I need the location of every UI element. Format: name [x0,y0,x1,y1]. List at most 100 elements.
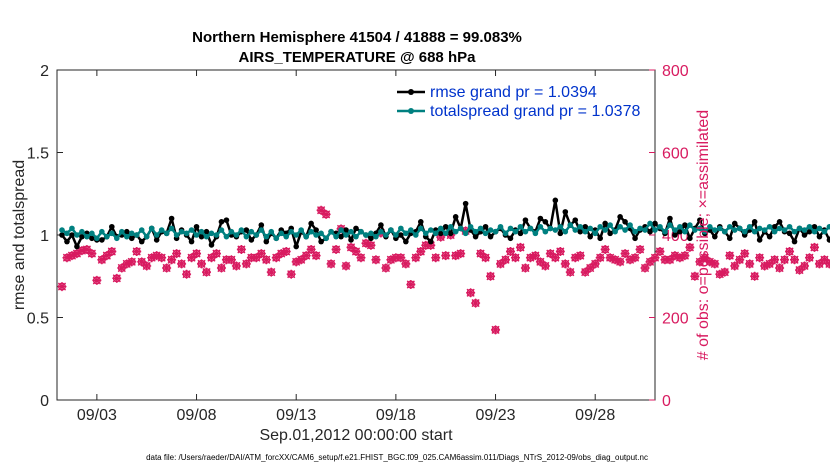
spread-point [716,225,723,232]
obs-point [496,259,506,269]
spread-point [791,228,798,235]
spread-point [408,227,414,233]
obs-point [486,271,496,281]
spread-point [313,232,319,238]
spread-point [667,222,673,228]
spread-point [432,230,439,237]
obs-point [226,255,236,265]
obs-point [231,261,241,271]
rmse-point [353,225,359,232]
rmse-point [248,237,255,243]
spread-point [746,223,753,230]
obs-point [311,251,321,261]
obs-point [142,261,152,271]
obs-point [326,259,336,269]
spread-point [74,232,80,238]
obs-point [520,263,530,273]
spread-point [467,223,474,230]
spread-point [672,227,678,233]
spread-point [557,223,564,230]
spread-point [143,233,150,240]
obs-point [665,255,675,265]
x-tick-label: 09/13 [276,407,316,424]
spread-point [173,232,180,238]
rmse-point [712,233,718,240]
spread-point [298,227,304,233]
spread-point [243,233,250,240]
obs-point [396,253,406,263]
x-tick-label: 09/18 [376,407,416,424]
y-right-tick-label: 800 [662,63,689,80]
obs-point [112,273,122,283]
spread-point [632,228,638,235]
spread-point [118,228,125,235]
rmse-point [89,235,95,242]
spread-point [94,235,100,242]
spread-point [721,228,728,235]
rmse-point [442,223,449,230]
obs-point [236,244,246,254]
rmse-point [193,223,200,230]
obs-point [92,275,102,285]
rmse-point [99,237,105,243]
obs-point [501,255,510,265]
obs-point [824,259,830,269]
rmse-point [632,235,638,242]
spread-point [801,227,808,233]
obs-point [132,247,142,256]
rmse-point [223,217,230,223]
spread-point [268,228,275,235]
spread-point [637,225,643,232]
spread-point [826,223,830,230]
x-tick-label: 09/03 [77,407,117,424]
obs-point [82,244,92,254]
spread-point [388,227,394,233]
spread-point [607,222,613,228]
rmse-point [348,237,354,243]
spread-point [542,228,549,235]
obs-point [765,259,775,269]
spread-point [89,230,95,237]
obs-point [575,251,585,261]
obs-point [780,255,790,265]
obs-point [371,255,381,265]
rmse-point [806,228,813,235]
obs-point [580,267,590,277]
spread-point [707,223,713,230]
obs-point [241,259,251,269]
obs-point [271,253,281,263]
data-file-footnote: data file: /Users/raeder/DAI/ATM_forcXX/… [146,453,648,462]
obs-point [456,249,466,259]
spread-point [218,227,225,233]
obs-point [366,240,376,250]
obs-point [595,253,605,263]
rmse-point [826,237,830,243]
obs-point [97,255,107,265]
obs-point [700,253,710,263]
rmse-point [766,233,773,240]
spread-point [133,232,140,238]
spread-point [796,225,803,232]
spread-point [726,223,733,230]
spread-point [577,223,584,230]
spread-point [806,223,813,230]
obs-point [466,288,476,298]
obs-point [620,249,630,259]
rmse-point [198,233,205,240]
rmse-point [218,219,225,225]
spread-point [642,227,648,233]
rmse-point [437,230,444,237]
rmse-point [597,235,603,242]
obs-point [406,280,416,289]
spread-point [273,235,280,242]
obs-point [690,271,700,281]
y-tick-label: 2 [40,63,49,80]
spread-point [756,225,763,232]
rmse-point [64,238,70,245]
obs-point [565,267,575,277]
spread-point [178,228,185,235]
spread-point [597,223,603,230]
rmse-point [258,222,265,228]
obs-point [127,257,137,267]
spread-point [318,230,324,237]
